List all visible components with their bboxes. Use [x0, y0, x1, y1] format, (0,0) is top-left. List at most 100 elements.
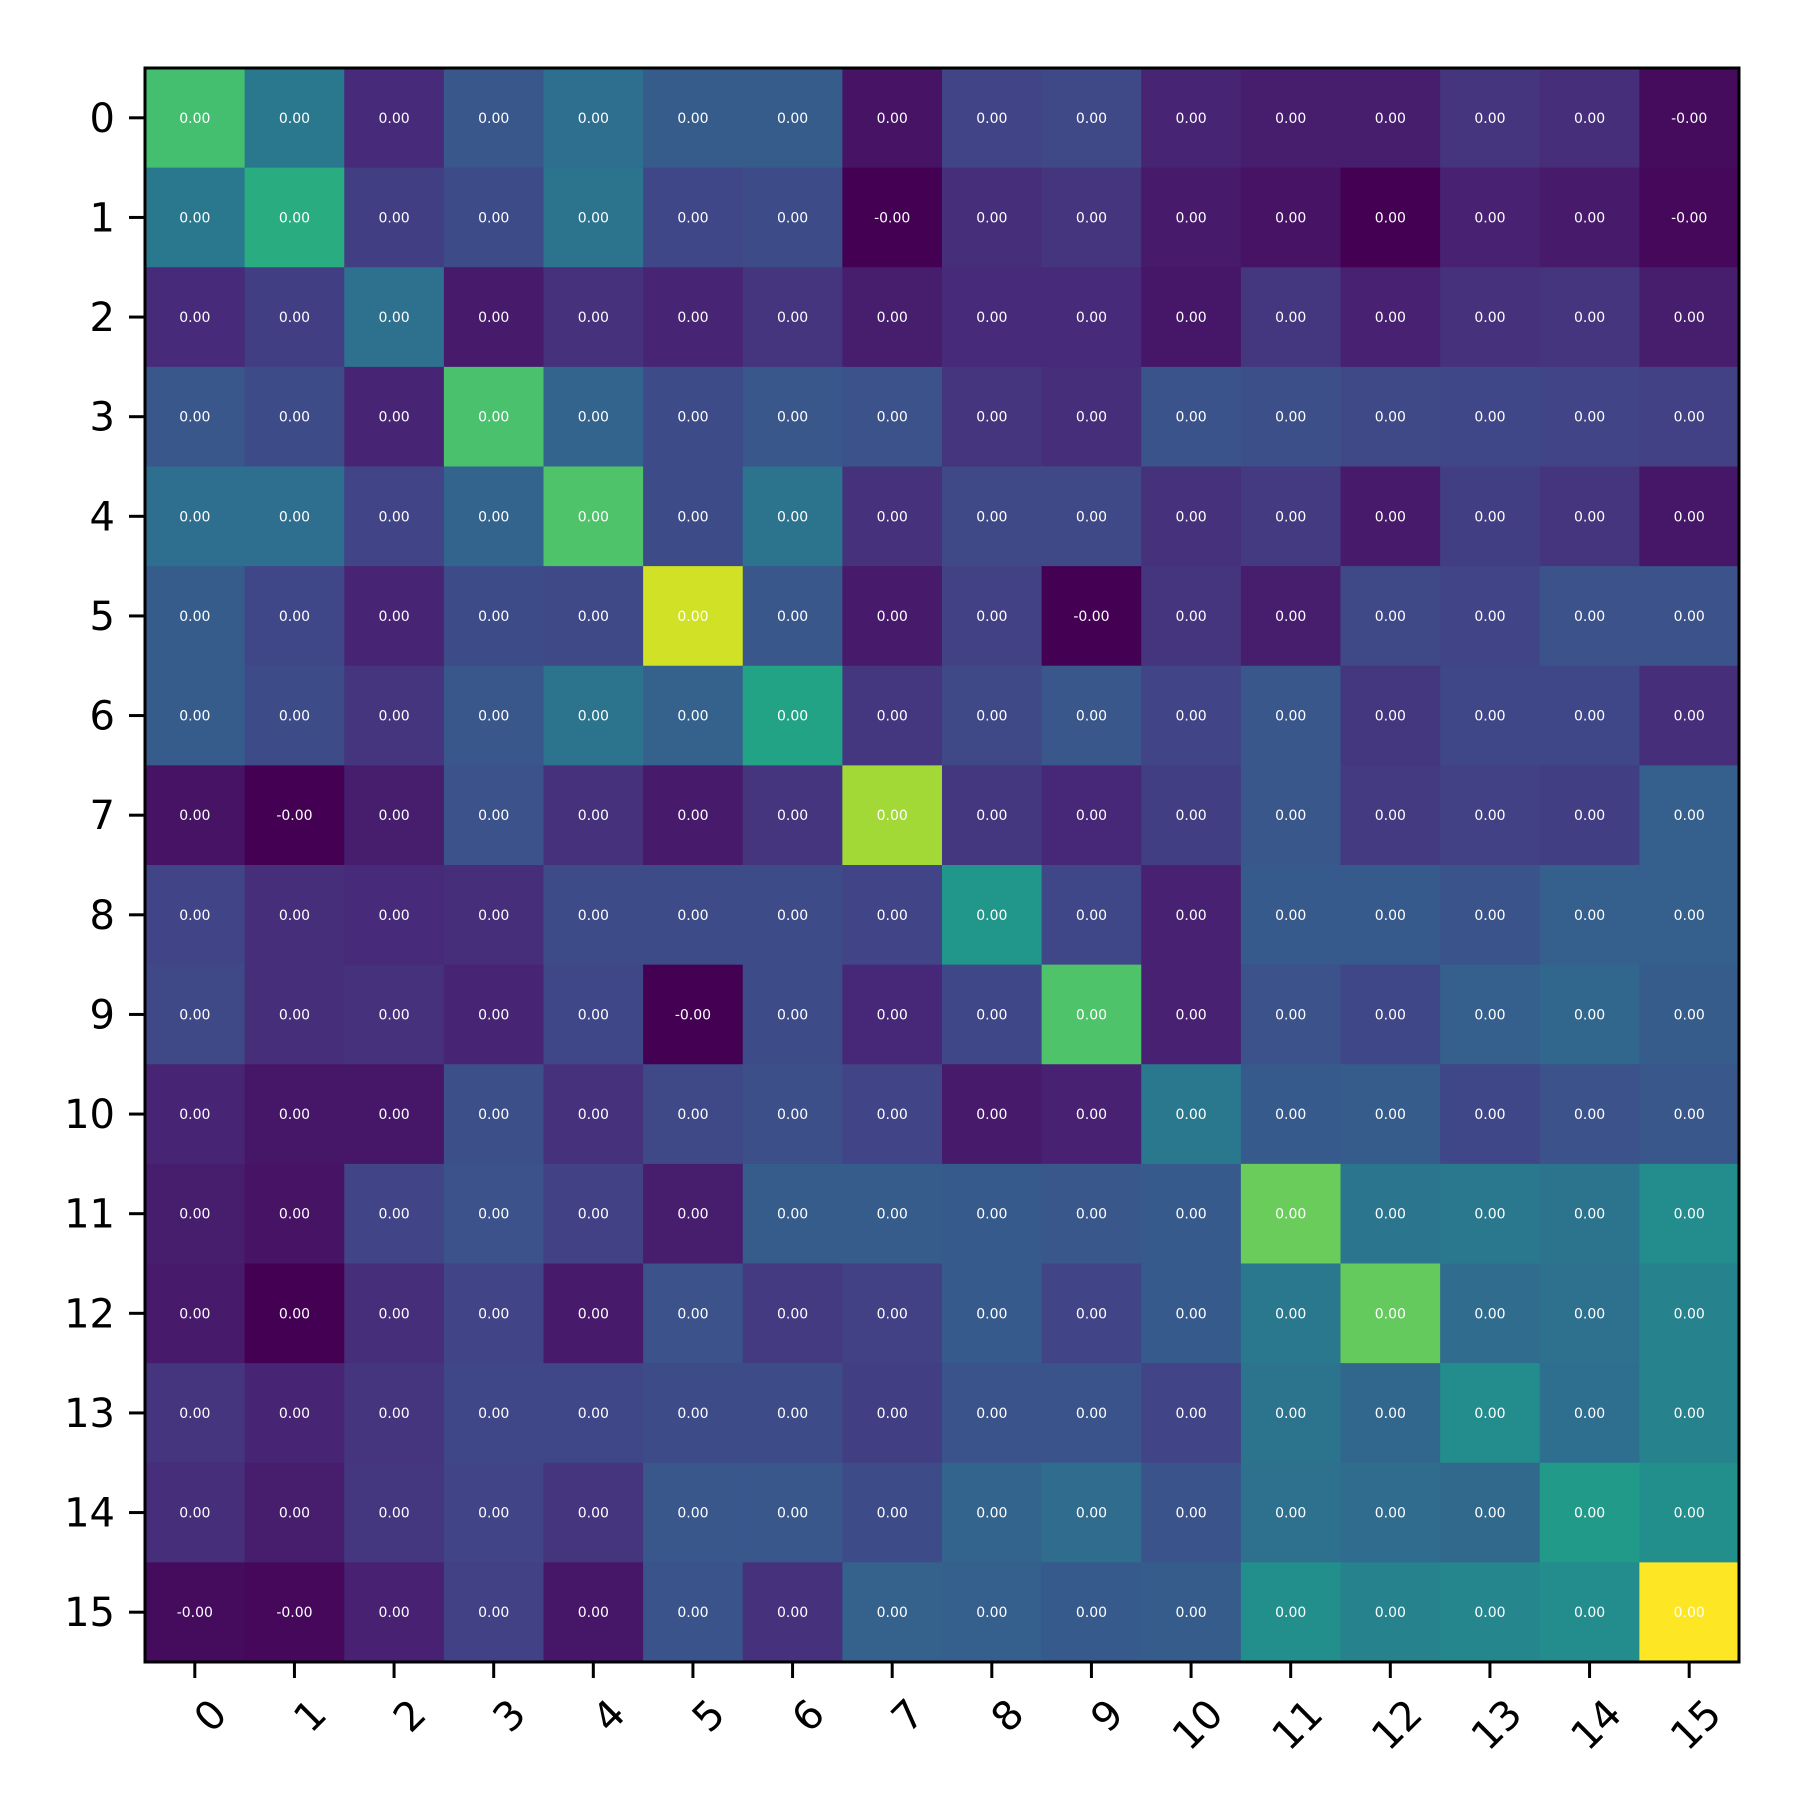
- x-tick-label-13: 13: [1463, 1691, 1532, 1760]
- cell-value-label-9-9: 0.00: [1076, 1007, 1107, 1023]
- cell-value-label-7-14: 0.00: [1574, 808, 1605, 824]
- x-tick-label-4: 4: [584, 1691, 635, 1742]
- cell-value-label-10-11: 0.00: [1275, 1107, 1306, 1123]
- cell-value-label-9-11: 0.00: [1275, 1007, 1306, 1023]
- cell-value-label-7-10: 0.00: [1175, 808, 1206, 824]
- heatmap-cell-4-10: [1141, 466, 1242, 567]
- cell-value-label-8-13: 0.00: [1474, 908, 1505, 924]
- heatmap-cell-2-14: [1539, 267, 1640, 368]
- cell-value-label-5-3: 0.00: [478, 609, 509, 625]
- cell-value-label-3-9: 0.00: [1076, 410, 1107, 426]
- cell-value-label-13-14: 0.00: [1574, 1406, 1605, 1422]
- cell-value-label-1-8: 0.00: [976, 210, 1007, 226]
- cell-value-label-12-13: 0.00: [1474, 1306, 1505, 1322]
- heatmap-cell-0-10: [1141, 68, 1242, 169]
- cell-value-label-2-14: 0.00: [1574, 310, 1605, 326]
- heatmap-cell-4-11: [1240, 466, 1342, 567]
- cell-value-label-0-6: 0.00: [777, 111, 808, 127]
- cell-value-label-2-4: 0.00: [578, 310, 609, 326]
- heatmap-cell-10-15: [1639, 1064, 1740, 1165]
- cell-value-label-12-7: 0.00: [877, 1306, 908, 1322]
- plot-frame: [143, 66, 1741, 1664]
- heatmap-cell-14-15: [1639, 1462, 1740, 1563]
- cell-value-label-10-8: 0.00: [976, 1107, 1007, 1123]
- heatmap-cell-8-6: [742, 865, 843, 966]
- cell-value-label-12-2: 0.00: [378, 1306, 409, 1322]
- heatmap-cell-14-2: [344, 1462, 445, 1563]
- cell-value-label-10-14: 0.00: [1574, 1107, 1605, 1123]
- heatmap-cell-11-3: [443, 1163, 545, 1265]
- heatmap-cell-2-9: [1041, 267, 1142, 368]
- heatmap-cell-7-15: [1639, 765, 1740, 866]
- heatmap-cell-6-7: [842, 665, 943, 766]
- cell-value-label-4-5: 0.00: [677, 509, 708, 525]
- heatmap-cell-7-2: [344, 765, 445, 866]
- x-tick-label-14: 14: [1562, 1691, 1631, 1760]
- cell-value-label-11-0: 0.00: [179, 1207, 210, 1223]
- heatmap-cell-15-14: [1539, 1562, 1640, 1663]
- y-tick-label-8: 8: [90, 893, 115, 939]
- cell-value-label-8-1: 0.00: [279, 908, 310, 924]
- heatmap-cell-3-0: [145, 366, 246, 468]
- cell-value-label-11-14: 0.00: [1574, 1207, 1605, 1223]
- heatmap-cell-5-14: [1539, 566, 1640, 667]
- y-tick-label-15: 15: [64, 1590, 115, 1636]
- heatmap-cell-6-5: [643, 665, 744, 766]
- y-tick-label-3: 3: [90, 395, 115, 441]
- cell-value-label-3-1: 0.00: [279, 410, 310, 426]
- cell-value-label-7-9: 0.00: [1076, 808, 1107, 824]
- heatmap-cell-10-5: [643, 1064, 744, 1165]
- cell-value-label-1-15: -0.00: [1671, 210, 1707, 226]
- cell-value-label-14-9: 0.00: [1076, 1506, 1107, 1522]
- cell-value-label-5-15: 0.00: [1674, 609, 1705, 625]
- heatmap-cell-11-9: [1041, 1163, 1142, 1265]
- heatmap-cell-6-9: [1041, 665, 1142, 766]
- heatmap-cell-11-5: [643, 1163, 744, 1265]
- cell-value-label-12-0: 0.00: [179, 1306, 210, 1322]
- x-tick-label-7: 7: [883, 1691, 934, 1742]
- heatmap-cell-1-12: [1340, 167, 1441, 268]
- heatmap-cell-3-1: [244, 366, 345, 468]
- cell-value-label-11-15: 0.00: [1674, 1207, 1705, 1223]
- heatmap-cell-9-6: [742, 964, 843, 1065]
- heatmap-cell-0-2: [344, 68, 445, 169]
- cell-value-label-0-10: 0.00: [1175, 111, 1206, 127]
- cell-value-label-10-2: 0.00: [378, 1107, 409, 1123]
- heatmap-cell-5-6: [742, 566, 843, 667]
- heatmap-cell-5-10: [1141, 566, 1242, 667]
- heatmap-cell-15-12: [1340, 1562, 1441, 1663]
- heatmap-cell-3-11: [1240, 366, 1342, 468]
- cell-value-label-1-11: 0.00: [1275, 210, 1306, 226]
- cell-value-label-0-13: 0.00: [1474, 111, 1505, 127]
- cell-value-label-5-0: 0.00: [179, 609, 210, 625]
- x-axis-ticks: 0 1 2 3 4 5 6 7 8 9 10 11 12 13 14 15: [186, 1662, 1731, 1759]
- heatmap-cell-1-10: [1141, 167, 1242, 268]
- heatmap-cell-1-7: [842, 167, 943, 268]
- heatmap-cell-5-0: [145, 566, 246, 667]
- cell-value-label-13-6: 0.00: [777, 1406, 808, 1422]
- heatmap-cell-10-11: [1240, 1064, 1342, 1165]
- heatmap-cell-6-6: [742, 665, 843, 766]
- cell-value-label-5-6: 0.00: [777, 609, 808, 625]
- cell-value-label-10-5: 0.00: [677, 1107, 708, 1123]
- cell-value-label-5-4: 0.00: [578, 609, 609, 625]
- heatmap-cell-10-0: [145, 1064, 246, 1165]
- heatmap-cell-3-9: [1041, 366, 1142, 468]
- cell-value-label-10-4: 0.00: [578, 1107, 609, 1123]
- cell-value-label-8-2: 0.00: [378, 908, 409, 924]
- cell-value-label-7-13: 0.00: [1474, 808, 1505, 824]
- heatmap-cell-8-12: [1340, 865, 1441, 966]
- cell-value-label-2-15: 0.00: [1674, 310, 1705, 326]
- y-tick-label-14: 14: [64, 1491, 115, 1537]
- heatmap-cell-0-5: [643, 68, 744, 169]
- heatmap-cell-15-15: [1639, 1562, 1740, 1663]
- heatmap-cell-4-7: [842, 466, 943, 567]
- heatmap-cell-12-5: [643, 1263, 744, 1364]
- cell-value-label-5-5: 0.00: [677, 609, 708, 625]
- cell-value-label-0-1: 0.00: [279, 111, 310, 127]
- heatmap-cell-2-10: [1141, 267, 1242, 368]
- cell-value-label-14-4: 0.00: [578, 1506, 609, 1522]
- heatmap-cell-6-14: [1539, 665, 1640, 766]
- heatmap-cell-7-10: [1141, 765, 1242, 866]
